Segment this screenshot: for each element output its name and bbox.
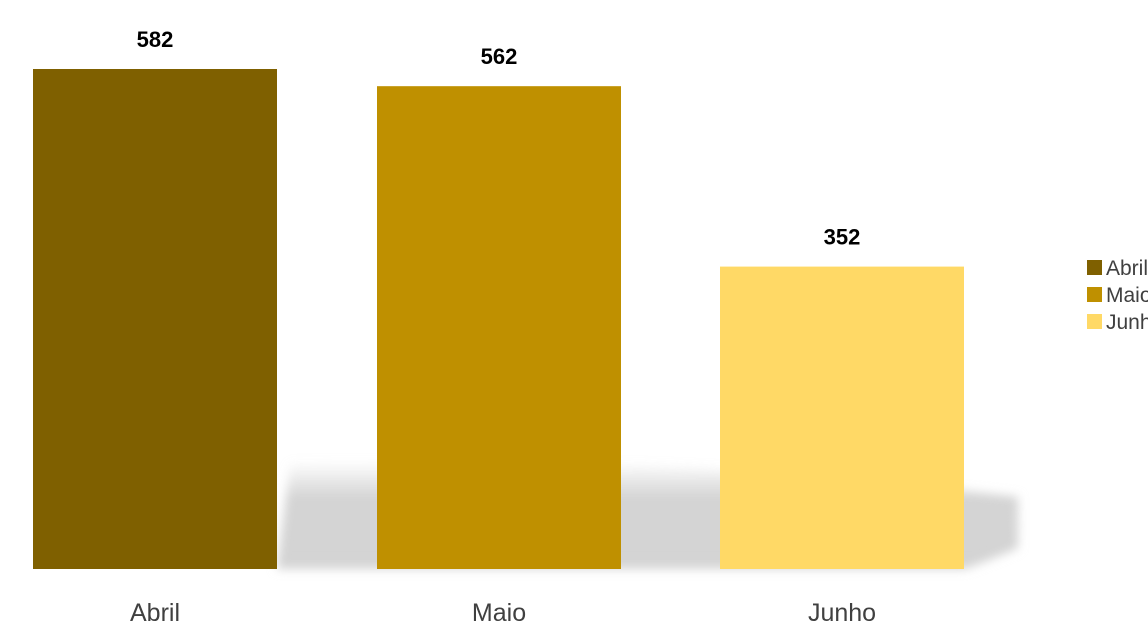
legend-label-maio: Maio [1106,284,1148,307]
category-label-maio: Maio [472,599,526,627]
legend-label-junho: Junho [1106,311,1148,334]
category-label-abril: Abril [130,599,180,627]
data-label-abril: 582 [137,27,174,52]
legend-label-abril: Abril [1106,257,1148,280]
bars-group [33,69,964,569]
category-labels-group: Abril Maio Junho [130,599,876,627]
data-label-junho: 352 [824,225,861,250]
bar-junho [720,266,964,569]
data-label-maio: 562 [481,44,518,69]
legend: Abril Maio Junho [1087,257,1148,334]
legend-swatch-abril [1087,260,1102,275]
legend-swatch-junho [1087,314,1102,329]
data-labels-group: 582 562 352 [137,27,861,250]
bar-abril [33,69,277,569]
legend-swatch-maio [1087,287,1102,302]
bar-maio [377,86,621,569]
category-label-junho: Junho [808,599,876,627]
